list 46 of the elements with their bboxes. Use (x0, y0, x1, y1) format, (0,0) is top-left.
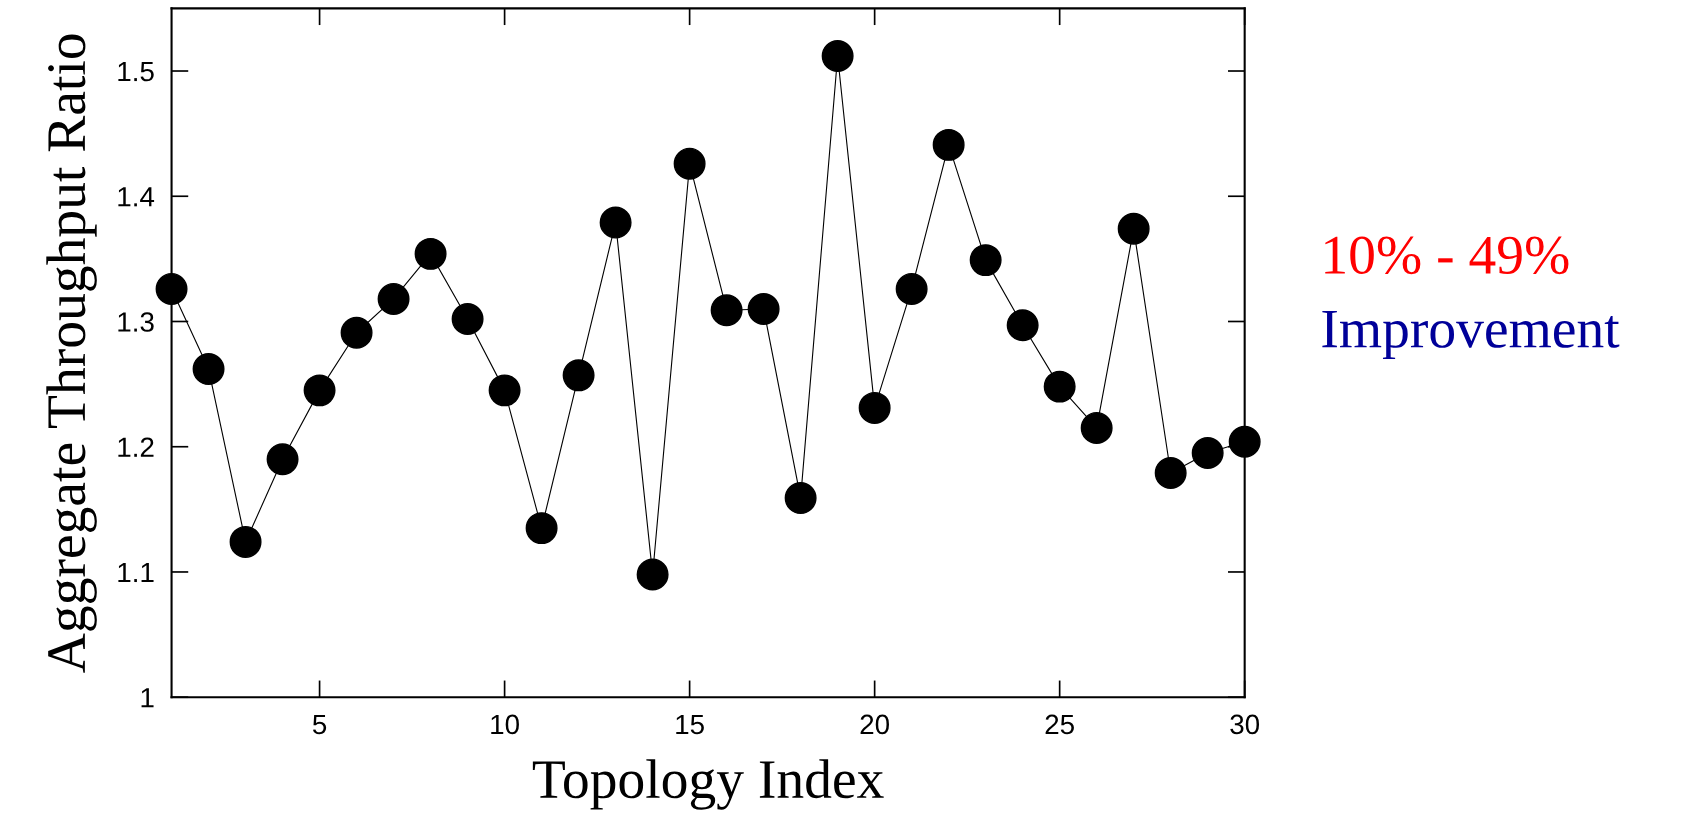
y-tick-label: 1 (141, 688, 154, 708)
point (1191, 437, 1224, 469)
x-tick-label: 10 (491, 714, 519, 735)
x-tick-label: 15 (676, 714, 704, 735)
point (303, 374, 336, 407)
x-tick-label: 5 (312, 714, 327, 735)
point (895, 272, 928, 305)
x-tick-label: 20 (860, 714, 889, 735)
point (155, 272, 188, 305)
point (562, 359, 595, 392)
point (1006, 309, 1039, 342)
point (784, 482, 817, 515)
point (1043, 370, 1076, 403)
point (821, 40, 854, 72)
point (266, 443, 299, 476)
y-tick-label: 1.5 (118, 61, 154, 82)
point (414, 237, 447, 270)
point (340, 316, 373, 349)
point (488, 374, 521, 407)
point (969, 244, 1002, 277)
point (192, 353, 225, 386)
point (525, 512, 558, 545)
point (451, 303, 484, 335)
text: 10% - 49% (1325, 236, 1569, 275)
point (747, 292, 780, 325)
y-tick-label: 1.2 (118, 437, 154, 457)
y-tick-label: 1.3 (118, 312, 154, 332)
point (710, 294, 743, 327)
point (1154, 457, 1187, 490)
point (1080, 411, 1113, 444)
point (636, 558, 669, 591)
point (377, 282, 410, 315)
y-tick-label: 1.4 (118, 187, 155, 207)
x-tick-label: 25 (1045, 714, 1074, 735)
point (858, 391, 891, 424)
x-tick-label: 30 (1230, 714, 1260, 735)
point (932, 128, 965, 161)
y-axis-title: Aggregate Throughput Ratio (46, 34, 97, 673)
x-axis-title: Topology Index (532, 759, 884, 810)
y-tick-label: 1.1 (118, 562, 154, 583)
text: Improvement (1322, 310, 1620, 360)
point (673, 147, 706, 180)
point (1117, 212, 1150, 245)
point (229, 525, 262, 558)
point (1228, 425, 1261, 458)
point (599, 206, 632, 239)
